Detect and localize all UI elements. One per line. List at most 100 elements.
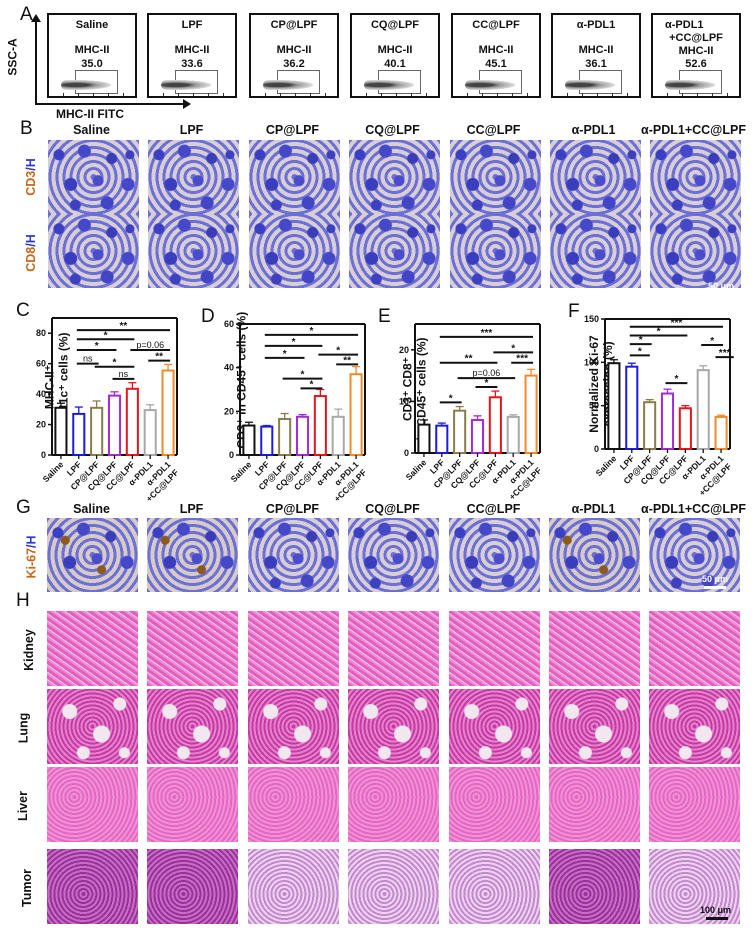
x-tick-label: Saline [404,457,429,482]
axis-ticks [553,93,639,96]
bar [278,417,292,456]
ki67-micrograph [147,518,238,592]
organ-label: Kidney [21,629,36,671]
bar [313,395,327,457]
bar [435,424,449,454]
cd8-micrograph [450,214,541,288]
lung-he-micrograph [449,689,540,764]
liver-he-micrograph [248,767,339,842]
cd8-micrograph [650,214,741,288]
x-axis-label: MHC-II FITC [56,107,124,121]
bar [349,373,363,456]
bar [90,406,104,456]
column-title: LPF [179,123,204,137]
bar [696,369,710,451]
tumor-he-micrograph [248,849,339,924]
plot-title: CP@LPF [270,19,318,31]
significance-label: * [639,335,643,346]
y-tick-label: 100 [584,357,599,367]
cd8-micrograph [249,214,340,288]
tumor-he-micrograph [47,849,138,924]
significance-label: * [484,378,488,389]
percent-value: 36.1 [585,58,607,70]
panel-letter-f: F [568,301,580,322]
panel-letter-g: G [16,497,31,518]
bar [660,392,675,450]
axis-ticks [251,93,337,96]
lung-he-micrograph [248,689,339,764]
significance-label: p=0.06 [473,368,501,378]
y-tick-label: 0 [41,450,46,460]
significance-label: ** [465,354,473,365]
plot-title: LPF [181,19,203,31]
bar [331,415,345,456]
tumor-he-micrograph [147,849,238,924]
plot-title: α-PDL1 [576,19,616,31]
y-tick-label: 50 [589,401,599,411]
flow-plot: LPF MHC-II 33.6 [147,13,237,98]
counterstain-name: /H [24,535,39,548]
organ-label: Tumor [19,869,34,907]
cd8-micrograph [148,214,239,288]
axis-ticks [453,93,539,96]
bar [714,415,728,450]
cd3-micrograph [48,140,139,214]
significance-label: ns [119,369,129,379]
panel-letter-e: E [378,306,391,327]
percent-value: 35.0 [81,58,103,70]
cd3-micrograph [249,140,340,214]
y-tick-label: 20 [224,406,234,416]
bar [643,401,657,450]
marker-label: MHC-II [478,44,514,56]
lung-he-micrograph [549,689,640,764]
flow-plot: α-PDL1 MHC-II 36.1 [551,13,641,98]
significance-label: * [309,379,313,390]
scale-bar-label: 100 μm [700,905,732,915]
cd3-micrograph [349,140,440,214]
significance-label: * [449,393,453,404]
significance-label: ** [120,321,128,332]
significance-label: *** [481,328,493,339]
flow-plot: α-PDL1 +CC@LPF MHC-II 52.6 [651,13,741,98]
column-title: α-PDL1 [571,502,616,516]
liver-he-micrograph [649,767,740,842]
contour-population [665,80,715,90]
contour-population [161,80,211,90]
x-axis-arrow-icon [183,99,191,109]
kidney-he-micrograph [47,611,138,686]
plot-title: α-PDL1 [665,19,704,31]
column-title: CC@LPF [466,123,521,137]
ki67-micrograph [248,518,339,592]
significance-label: * [113,358,117,369]
axis-ticks [653,93,739,96]
cd3-micrograph [148,140,239,214]
y-tick-label: 40 [36,389,46,399]
significance-label: * [511,343,515,354]
bar-chart-c: 0 20 40 60 80 Saline LPF CP@LPF CQ@LPF CC@LPF α-PD… [36,317,181,520]
contour-population [263,80,313,90]
column-title: LPF [179,502,204,516]
stain-name: CD8 [23,246,38,272]
column-title: α-PDL1+CC@LPF [641,123,746,137]
counterstain-name: /H [23,158,38,171]
significance-label: * [301,370,305,381]
plot-title: CC@LPF [472,19,520,31]
y-axis-line [35,20,37,104]
contour-population [465,80,515,90]
lung-he-micrograph [348,689,439,764]
tumor-he-micrograph [449,849,540,924]
tumor-he-micrograph [549,849,640,924]
y-tick-label: 40 [224,363,234,373]
kidney-he-micrograph [248,611,339,686]
flow-plot: Saline MHC-II 35.0 [47,13,137,98]
bar [143,409,157,456]
y-tick-label: 150 [584,314,599,324]
significance-label: *** [719,348,731,359]
y-tick-label: 0 [594,444,599,454]
y-axis-label-line1: CD3⁺ CD8⁺ [400,356,415,421]
marker-label: MHC-II [377,44,413,56]
y-tick-label: 10 [399,396,409,406]
y-axis-label-line1: Normalized Ki-67 [587,335,601,433]
scale-bar-label: 50 μm [708,281,735,291]
column-title: CP@LPF [265,502,320,516]
